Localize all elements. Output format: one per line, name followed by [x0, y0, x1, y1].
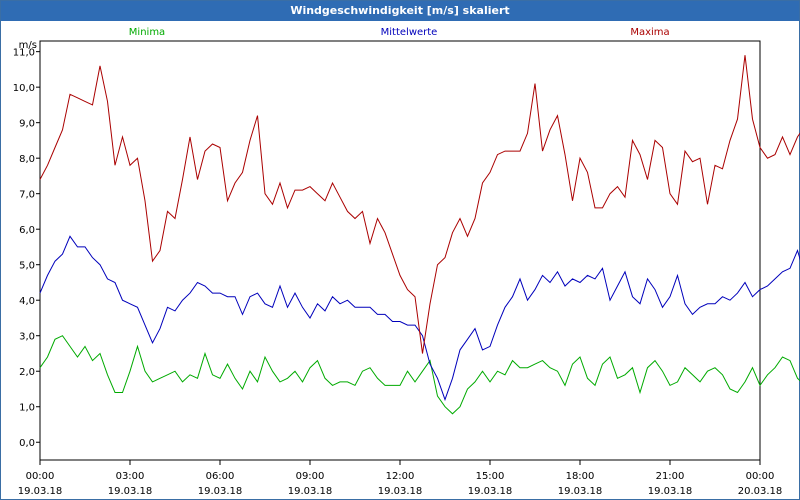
- x-tick-label: 21:00: [656, 471, 685, 482]
- y-tick-label: 1,0: [19, 403, 35, 414]
- x-tick-label: 12:00: [386, 471, 415, 482]
- x-tick-label: 03:00: [116, 471, 145, 482]
- y-tick-label: 9,0: [19, 119, 35, 130]
- x-tick-date-label: 19.03.18: [108, 486, 153, 497]
- x-tick-label: 00:00: [746, 471, 775, 482]
- chart-title: Windgeschwindigkeit [m/s] skaliert: [1, 1, 799, 21]
- legend-minima: Minima: [129, 27, 165, 38]
- x-tick-date-label: 19.03.18: [468, 486, 513, 497]
- y-tick-label: 11,0: [13, 48, 35, 59]
- y-tick-label: 0,0: [19, 438, 35, 449]
- x-tick-date-label: 19.03.18: [18, 486, 63, 497]
- y-tick-label: 4,0: [19, 296, 35, 307]
- y-axis-label: m/s: [19, 40, 37, 51]
- series-line-minima: [39, 335, 800, 415]
- series-line-mittelwerte: [39, 235, 800, 402]
- y-tick-label: 7,0: [19, 190, 35, 201]
- plot-area: [39, 40, 761, 461]
- x-tick-date-label: 19.03.18: [648, 486, 693, 497]
- x-tick-date-label: 19.03.18: [558, 486, 603, 497]
- series-line-maxima: [39, 55, 800, 354]
- x-tick-date-label: 19.03.18: [378, 486, 423, 497]
- x-tick-date-label: 19.03.18: [198, 486, 243, 497]
- x-tick-label: 15:00: [476, 471, 505, 482]
- legend-mittelwerte: Mittelwerte: [381, 27, 438, 38]
- legend-maxima: Maxima: [630, 27, 669, 38]
- x-tick-label: 09:00: [296, 471, 325, 482]
- y-tick-label: 5,0: [19, 261, 35, 272]
- x-tick-label: 00:00: [26, 471, 55, 482]
- y-tick-label: 2,0: [19, 367, 35, 378]
- x-tick-label: 06:00: [206, 471, 235, 482]
- x-tick-date-label: 19.03.18: [288, 486, 333, 497]
- y-tick-label: 8,0: [19, 154, 35, 165]
- x-tick-label: 18:00: [566, 471, 595, 482]
- y-tick-label: 3,0: [19, 332, 35, 343]
- y-tick-label: 10,0: [13, 83, 35, 94]
- y-tick-label: 6,0: [19, 225, 35, 236]
- x-tick-date-label: 20.03.18: [738, 486, 783, 497]
